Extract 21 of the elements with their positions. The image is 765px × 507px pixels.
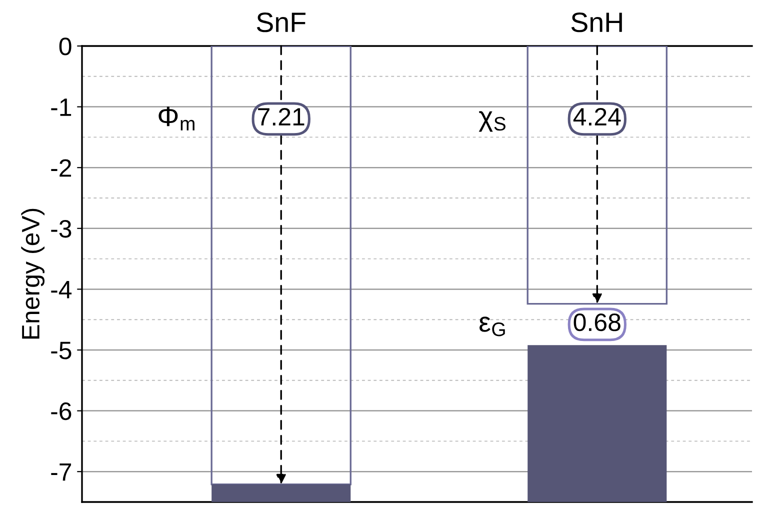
annotation: ε$_{G}$ xyxy=(479,316,505,336)
y-axis-title: Energy (eV) xyxy=(21,208,44,339)
bar xyxy=(526,46,668,305)
y-tick-label: -2 xyxy=(51,159,72,177)
annotation: 7.21 xyxy=(258,108,304,126)
bar xyxy=(212,484,351,502)
annotation: 0.68 xyxy=(574,313,620,332)
x-tick-label: SnH xyxy=(571,12,622,32)
annotation: χ$_{S}$ xyxy=(478,111,506,132)
y-tick-label: -5 xyxy=(51,342,72,360)
x-tick-label: SnF xyxy=(256,12,306,32)
y-tick-label: -3 xyxy=(51,220,72,238)
y-tick-label: -6 xyxy=(51,402,72,420)
y-tick-label: -4 xyxy=(51,281,72,298)
y-tick-label: -7 xyxy=(51,463,72,481)
annotation: 4.24 xyxy=(573,108,621,126)
bar xyxy=(528,345,667,502)
annotation: Φ$_{m}$ xyxy=(158,106,194,130)
y-tick-label: 0 xyxy=(59,38,72,56)
y-tick-label: -1 xyxy=(51,98,72,116)
bar xyxy=(210,46,352,486)
